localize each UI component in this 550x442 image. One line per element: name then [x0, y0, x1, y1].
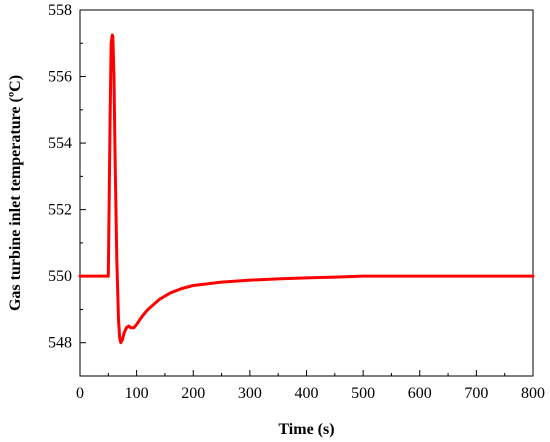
y-tick-label: 554: [48, 135, 72, 152]
x-tick-label: 100: [125, 385, 149, 402]
x-axis-title: Time (s): [278, 421, 334, 438]
y-tick-label: 552: [48, 202, 72, 219]
tick-labels-layer: 0 100 200 300 400 500 600 700 800 548 550 552 554 556…: [48, 2, 545, 402]
plot-frame: [79, 9, 534, 377]
y-tick-label: 558: [48, 2, 72, 19]
x-tick-label: 800: [521, 385, 545, 402]
x-tick-label: 600: [408, 385, 432, 402]
x-tick-label: 200: [181, 385, 205, 402]
x-tick-label: 700: [464, 385, 488, 402]
y-tick-label: 548: [48, 335, 72, 352]
x-tick-label: 400: [295, 385, 319, 402]
y-axis-title: Gas turbine inlet temperature (ºC): [7, 75, 24, 311]
ticks-layer: [79, 9, 534, 377]
x-tick-label: 0: [76, 385, 84, 402]
x-tick-label: 500: [351, 385, 375, 402]
series-layer: [78, 33, 535, 345]
y-tick-label: 556: [48, 69, 72, 86]
series-line: [78, 33, 535, 345]
x-tick-label: 300: [238, 385, 262, 402]
y-tick-label: 550: [48, 268, 72, 285]
